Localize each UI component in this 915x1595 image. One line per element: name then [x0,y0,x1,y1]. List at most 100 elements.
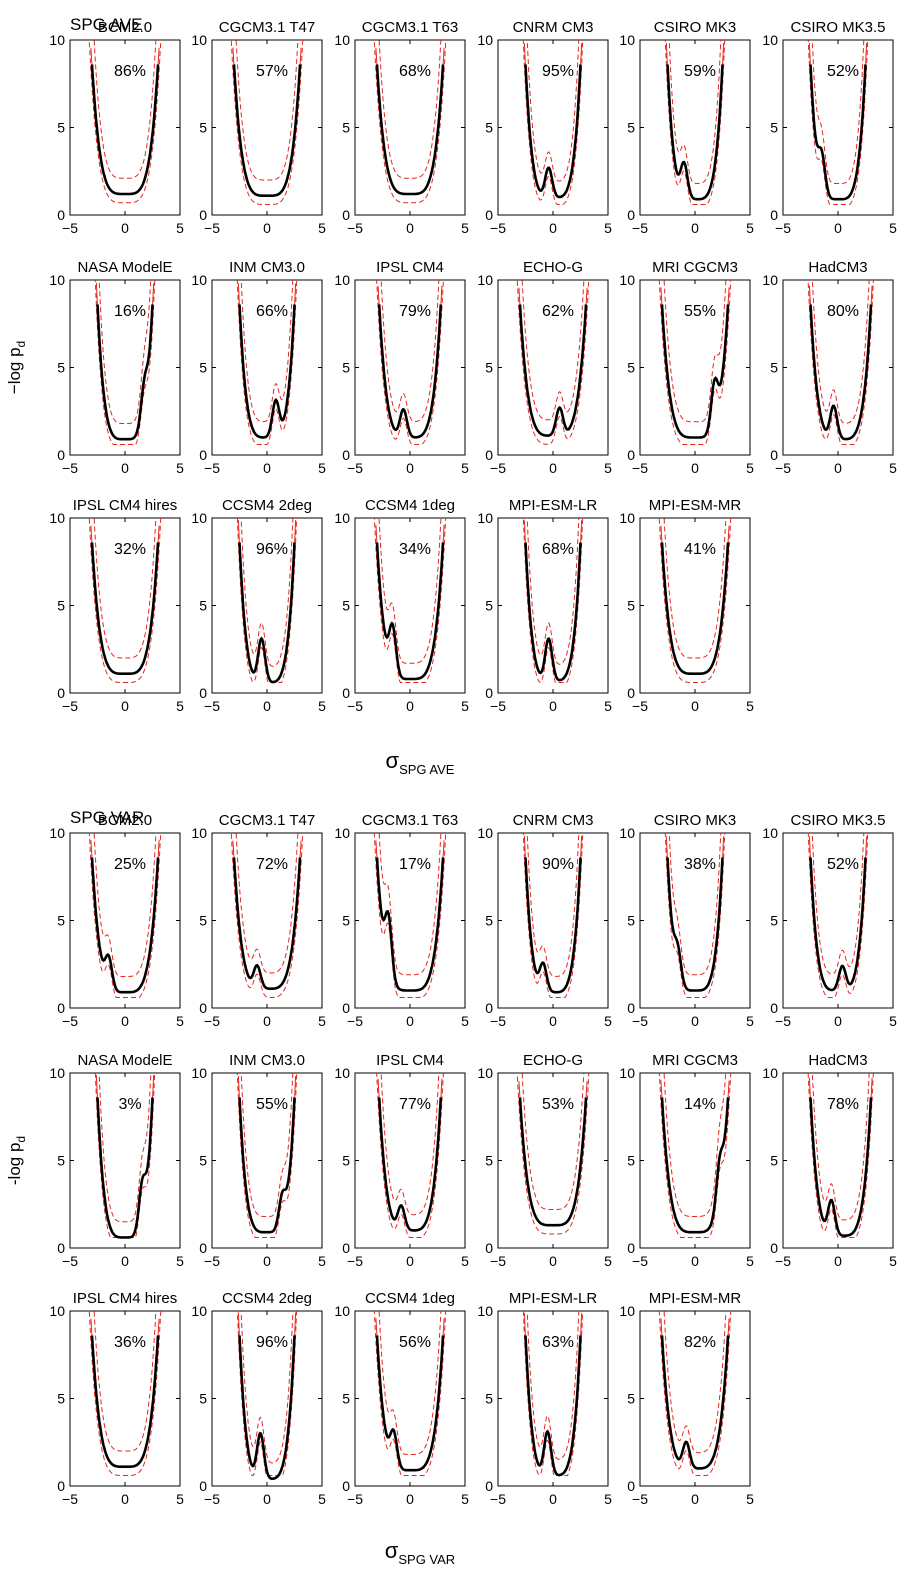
panel-percent-label: 66% [256,303,288,320]
x-tick-label: 5 [176,1491,184,1507]
band-upper [380,280,440,422]
panel-percent-label: 59% [684,63,716,80]
panel-percent-label: 41% [684,541,716,558]
y-tick-label: 10 [49,1303,65,1319]
x-tick-label: −5 [347,1013,363,1029]
band-upper [378,833,442,976]
y-tick-label: 5 [485,598,493,614]
x-tick-label: 0 [406,1253,414,1269]
panel-title: HadCM3 [808,259,867,276]
panel-title: NASA ModelE [77,1052,172,1069]
x-tick-label: 0 [549,460,557,476]
x-tick-label: 0 [263,1013,271,1029]
y-tick-label: 10 [334,272,350,288]
y-tick-label: 0 [57,1478,65,1494]
x-tick-label: 5 [176,220,184,236]
x-tick-label: 0 [263,460,271,476]
y-tick-label: 10 [334,825,350,841]
y-tick-label: 0 [342,207,350,223]
y-tick-label: 0 [485,1000,493,1016]
x-tick-label: 0 [263,1491,271,1507]
band-upper [811,280,870,424]
x-tick-label: 0 [691,460,699,476]
x-tick-label: 5 [176,698,184,714]
panel-title: IPSL CM4 [376,259,444,276]
x-tick-label: 0 [834,1253,842,1269]
band-upper [240,1311,294,1464]
band-lower [373,40,447,204]
x-tick-label: 0 [834,220,842,236]
series-curve [375,542,445,681]
x-tick-label: 5 [604,460,612,476]
series-curve [809,304,873,441]
y-tick-label: 0 [199,1478,207,1494]
x-axis-label-subscript: SPG AVE [399,762,455,777]
y-tick-label: 10 [477,1065,493,1081]
panel-title: CCSM4 1deg [365,497,455,514]
panel-percent-label: 3% [118,1096,141,1113]
section-title: SPG AVE [70,15,142,34]
y-tick-label: 5 [199,1391,207,1407]
panel-title: CSIRO MK3.5 [790,812,885,829]
x-tick-label: 0 [406,220,414,236]
panel-title: CCSM4 2deg [222,1290,312,1307]
y-tick-label: 5 [770,120,778,136]
x-tick-label: 5 [318,1013,326,1029]
panel-title: CCSM4 1deg [365,1290,455,1307]
band-lower [522,833,584,998]
y-tick-label: 5 [485,120,493,136]
x-tick-label: 0 [549,698,557,714]
y-tick-label: 0 [485,1240,493,1256]
y-tick-label: 5 [627,1153,635,1169]
band-upper [240,1073,294,1217]
band-lower [236,1073,298,1238]
x-tick-label: 0 [121,220,129,236]
band-lower [522,518,584,683]
y-tick-label: 5 [199,120,207,136]
x-tick-label: 5 [318,220,326,236]
x-tick-label: −5 [632,1253,648,1269]
x-tick-label: −5 [632,220,648,236]
series-curve [524,64,582,199]
band-upper [526,833,580,977]
panel-title: CNRM CM3 [513,812,594,829]
y-tick-label: 10 [49,1065,65,1081]
panel-percent-label: 16% [114,303,146,320]
x-tick-label: −5 [490,460,506,476]
x-tick-label: 5 [176,1253,184,1269]
x-tick-label: −5 [490,1491,506,1507]
band-lower [373,1311,447,1476]
y-tick-label: 10 [762,825,778,841]
panel-percent-label: 17% [399,856,431,873]
band-lower [807,1073,874,1238]
panel-title: IPSL CM4 [376,1052,444,1069]
y-tick-label: 0 [57,1000,65,1016]
band-lower [522,1311,584,1476]
y-tick-label: 5 [57,1153,65,1169]
series-curve [238,1097,296,1234]
band-lower [664,40,726,205]
y-tick-label: 0 [627,1240,635,1256]
x-tick-label: −5 [490,220,506,236]
x-tick-label: −5 [632,460,648,476]
x-tick-label: −5 [775,1253,791,1269]
y-tick-label: 5 [342,1153,350,1169]
x-axis-label-main: σ [385,1538,399,1563]
series-curve [238,542,296,684]
band-lower [664,833,726,998]
x-tick-label: 5 [604,1013,612,1029]
x-tick-label: −5 [347,1491,363,1507]
x-tick-label: 5 [746,1013,754,1029]
series-curve [660,1335,730,1470]
band-upper [235,833,299,974]
panel-title: CSIRO MK3.5 [790,19,885,36]
